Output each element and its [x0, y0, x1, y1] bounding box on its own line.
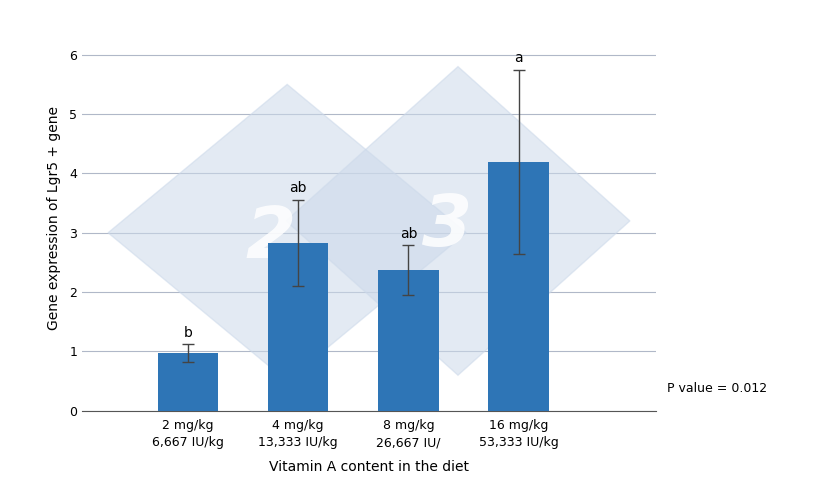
Polygon shape	[286, 67, 629, 375]
Text: ab: ab	[399, 227, 417, 241]
Bar	[157, 353, 218, 411]
Text: P value = 0.012: P value = 0.012	[667, 382, 767, 395]
Text: b: b	[183, 326, 192, 340]
X-axis label: Vitamin A content in the diet: Vitamin A content in the diet	[269, 460, 468, 474]
Polygon shape	[108, 84, 466, 381]
Bar	[268, 243, 328, 411]
Y-axis label: Gene expression of Lgr5 + gene: Gene expression of Lgr5 + gene	[47, 106, 61, 330]
Text: ab: ab	[289, 181, 306, 195]
Text: a: a	[514, 52, 523, 66]
Bar	[487, 161, 548, 411]
Bar	[378, 270, 438, 411]
Text: 2: 2	[245, 204, 296, 273]
Text: 3: 3	[421, 192, 472, 262]
